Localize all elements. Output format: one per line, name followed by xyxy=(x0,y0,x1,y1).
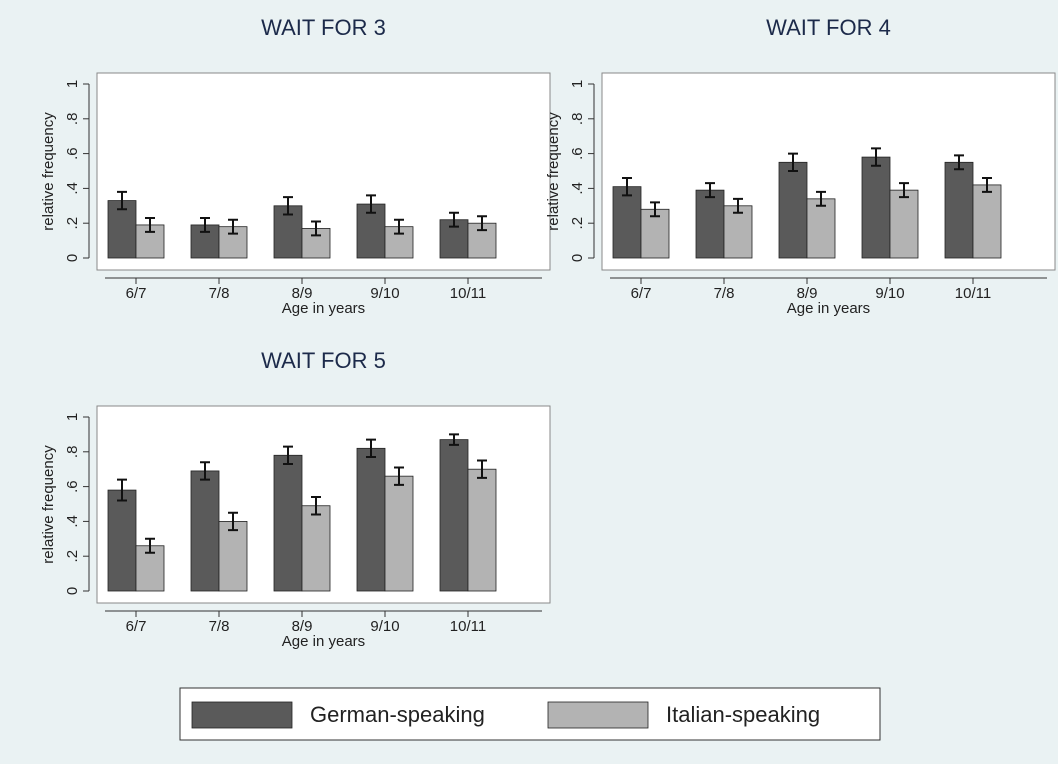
error-bar xyxy=(871,147,881,167)
x-tick-label: 8/9 xyxy=(797,285,818,302)
x-tick-label: 8/9 xyxy=(292,285,313,302)
bar xyxy=(640,208,670,259)
x-tick-label: 8/9 xyxy=(292,618,313,635)
error-bar xyxy=(283,196,293,216)
x-tick-label: 10/11 xyxy=(450,285,486,302)
bar xyxy=(135,545,165,592)
y-tick-label: .2 xyxy=(64,550,81,563)
y-axis-label: relative frequency xyxy=(40,112,57,231)
bar xyxy=(190,470,220,592)
x-tick-label: 10/11 xyxy=(450,618,486,635)
x-tick-label: 6/7 xyxy=(126,618,147,635)
x-tick-label: 9/10 xyxy=(370,618,399,635)
error-bar xyxy=(622,176,632,197)
y-tick-label: .6 xyxy=(569,147,586,160)
x-axis-label: Age in years xyxy=(787,300,870,317)
error-bar xyxy=(228,511,238,532)
bar xyxy=(218,521,248,592)
y-axis-label: relative frequency xyxy=(40,445,57,564)
bar xyxy=(273,454,303,592)
error-bar xyxy=(117,478,127,502)
y-tick-label: 0 xyxy=(569,254,586,262)
bar xyxy=(972,184,1002,259)
chart-title: WAIT FOR 4 xyxy=(766,15,891,40)
error-bar xyxy=(311,496,321,516)
x-tick-label: 6/7 xyxy=(126,285,147,302)
bar xyxy=(356,447,386,592)
y-tick-label: .4 xyxy=(569,182,586,195)
error-bar xyxy=(283,445,293,465)
bar xyxy=(107,489,137,592)
x-tick-label: 7/8 xyxy=(209,285,230,302)
bar xyxy=(301,505,331,592)
y-tick-label: 0 xyxy=(64,254,81,262)
error-bar xyxy=(449,433,459,446)
error-bar xyxy=(899,182,909,199)
error-bar xyxy=(145,537,155,554)
y-tick-label: .6 xyxy=(64,480,81,493)
error-bar xyxy=(477,215,487,232)
chart-title: WAIT FOR 3 xyxy=(261,15,386,40)
error-bar xyxy=(954,154,964,171)
bar xyxy=(384,475,414,592)
legend-label: German-speaking xyxy=(310,702,485,727)
error-bar xyxy=(982,176,992,193)
error-bar xyxy=(200,461,210,481)
error-bar xyxy=(394,466,404,486)
error-bar xyxy=(366,194,376,214)
x-axis-label: Age in years xyxy=(282,300,365,317)
bar xyxy=(778,161,808,259)
x-tick-label: 9/10 xyxy=(875,285,904,302)
bar xyxy=(695,189,725,259)
x-tick-label: 6/7 xyxy=(631,285,652,302)
error-bar xyxy=(788,152,798,172)
legend-box xyxy=(179,687,881,741)
bar xyxy=(439,439,469,592)
bar xyxy=(889,189,919,259)
y-tick-label: .6 xyxy=(64,147,81,160)
legend-swatch xyxy=(547,701,649,729)
bar xyxy=(723,205,753,259)
y-tick-label: .8 xyxy=(64,113,81,126)
bar xyxy=(944,161,974,259)
error-bar xyxy=(733,197,743,214)
bar xyxy=(467,468,497,592)
y-tick-label: .8 xyxy=(569,113,586,126)
x-tick-label: 10/11 xyxy=(955,285,991,302)
error-bar xyxy=(477,459,487,479)
x-axis-label: Age in years xyxy=(282,633,365,650)
bar xyxy=(612,186,642,259)
error-bar xyxy=(366,438,376,459)
legend-label: Italian-speaking xyxy=(666,702,820,727)
error-bar xyxy=(449,211,459,228)
error-bar xyxy=(394,218,404,235)
error-bar xyxy=(228,218,238,235)
bar xyxy=(861,156,891,259)
chart-title: WAIT FOR 5 xyxy=(261,348,386,373)
legend-swatch xyxy=(191,701,293,729)
y-tick-label: 1 xyxy=(569,80,586,88)
y-tick-label: .8 xyxy=(64,446,81,459)
y-tick-label: .4 xyxy=(64,515,81,528)
y-tick-label: 1 xyxy=(64,80,81,88)
x-tick-label: 7/8 xyxy=(714,285,735,302)
error-bar xyxy=(200,216,210,233)
bar xyxy=(806,198,836,259)
y-tick-label: 1 xyxy=(64,413,81,421)
error-bar xyxy=(145,216,155,233)
error-bar xyxy=(117,190,127,211)
x-tick-label: 9/10 xyxy=(370,285,399,302)
error-bar xyxy=(705,182,715,199)
error-bar xyxy=(650,201,660,218)
y-tick-label: .4 xyxy=(64,182,81,195)
y-tick-label: .2 xyxy=(64,217,81,230)
error-bar xyxy=(816,190,826,207)
y-tick-label: 0 xyxy=(64,587,81,595)
y-tick-label: .2 xyxy=(569,217,586,230)
y-axis-label: relative frequency xyxy=(545,112,562,231)
x-tick-label: 7/8 xyxy=(209,618,230,635)
error-bar xyxy=(311,220,321,237)
